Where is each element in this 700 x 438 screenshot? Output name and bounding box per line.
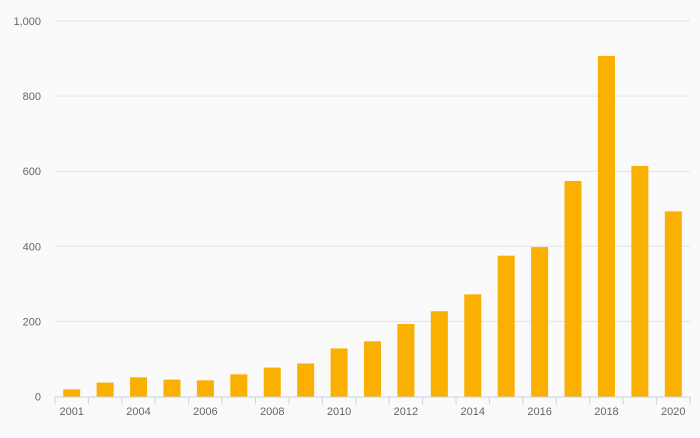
- bar-2008: [263, 367, 281, 397]
- bar-2016: [531, 247, 549, 397]
- bar-2004: [130, 377, 148, 397]
- x-axis: 2001 2004 2006 2008 2010 2012 2014 2016 2018 2020: [54, 396, 691, 418]
- bar-2001: [63, 389, 81, 397]
- y-tick-label: 600: [23, 166, 41, 178]
- x-tick-label: 2014: [461, 406, 485, 418]
- bar-2006: [196, 380, 214, 397]
- y-axis-ticks: 0 200 400 600 800 1,000: [13, 16, 41, 404]
- x-tick-label: 2016: [527, 406, 551, 418]
- y-tick-label: 800: [23, 91, 41, 103]
- bar-2017: [564, 180, 582, 397]
- x-tick-label: 2020: [661, 406, 685, 418]
- bar-2015: [497, 255, 515, 397]
- bar-2010: [330, 348, 348, 397]
- bar-2013: [430, 311, 448, 397]
- x-tick-label: 2001: [59, 406, 83, 418]
- bar-2019: [631, 165, 649, 397]
- bar-2009: [297, 363, 315, 397]
- y-tick-label: 200: [23, 316, 41, 328]
- x-tick-label: 2018: [594, 406, 618, 418]
- bar-2020: [664, 211, 682, 397]
- gridlines: [55, 20, 690, 322]
- y-tick-label: 400: [23, 241, 41, 253]
- x-tick-label: 2008: [260, 406, 284, 418]
- bar-2011: [364, 341, 381, 397]
- x-tick-label: 2010: [327, 406, 351, 418]
- bar-2012: [397, 324, 415, 397]
- x-tick-label: 2006: [193, 406, 217, 418]
- bar-2014: [464, 294, 482, 397]
- bars: [63, 55, 682, 397]
- y-tick-label: 0: [35, 392, 41, 404]
- x-tick-label: 2004: [126, 406, 150, 418]
- bar-2007: [230, 374, 248, 397]
- bar-2005: [163, 379, 181, 397]
- x-tick-label: 2012: [394, 406, 418, 418]
- y-tick-label: 1,000: [13, 16, 41, 28]
- bar-2018: [597, 55, 615, 397]
- bar-2003: [96, 382, 114, 397]
